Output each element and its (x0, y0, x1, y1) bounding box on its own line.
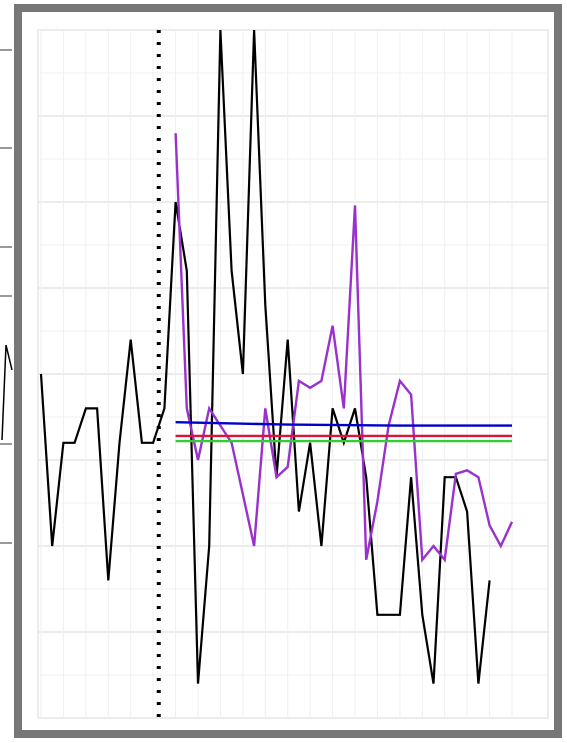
plot-area (37, 29, 549, 719)
left-fragment (0, 49, 13, 544)
frame-border (14, 4, 562, 738)
series-line-1 (174, 133, 514, 563)
series-layer (39, 29, 514, 684)
series-line-0 (39, 29, 491, 684)
left-gutter (0, 0, 14, 743)
fragment-line (1, 344, 13, 441)
series-line-2 (175, 421, 512, 427)
grid (38, 29, 548, 719)
